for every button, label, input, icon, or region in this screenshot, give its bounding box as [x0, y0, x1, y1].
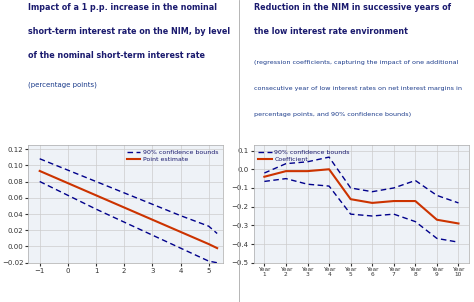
Text: (percentage points): (percentage points) [28, 82, 97, 88]
Legend: 90% confidence bounds, Coefficient: 90% confidence bounds, Coefficient [257, 148, 351, 163]
Text: of the nominal short-term interest rate: of the nominal short-term interest rate [28, 51, 205, 60]
Legend: 90% confidence bounds, Point estimate: 90% confidence bounds, Point estimate [126, 148, 219, 163]
Text: short-term interest rate on the NIM, by level: short-term interest rate on the NIM, by … [28, 27, 230, 36]
Text: percentage points, and 90% confidence bounds): percentage points, and 90% confidence bo… [254, 112, 410, 117]
Text: (regression coefficients, capturing the impact of one additional: (regression coefficients, capturing the … [254, 60, 458, 66]
Text: consecutive year of low interest rates on net interest margins in: consecutive year of low interest rates o… [254, 86, 462, 91]
Text: Reduction in the NIM in successive years of: Reduction in the NIM in successive years… [254, 3, 451, 12]
Text: the low interest rate environment: the low interest rate environment [254, 27, 408, 36]
Text: Impact of a 1 p.p. increase in the nominal: Impact of a 1 p.p. increase in the nomin… [28, 3, 218, 12]
